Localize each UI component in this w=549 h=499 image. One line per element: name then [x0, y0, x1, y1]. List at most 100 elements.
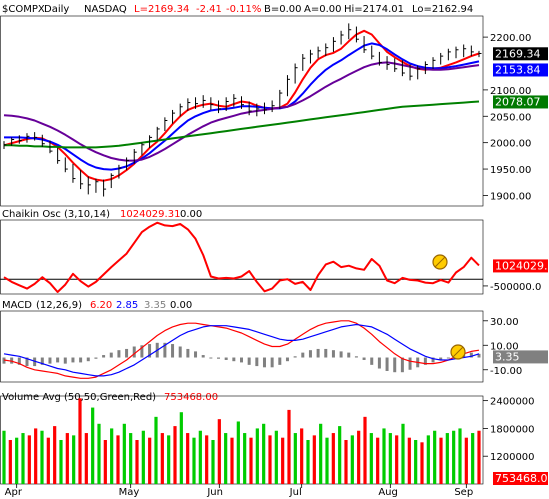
volume-bar-22	[141, 430, 145, 484]
volume-bar-68	[433, 430, 437, 484]
volume-bar-39	[249, 437, 253, 484]
macd-hist-bar-50	[385, 357, 389, 371]
volume-bar-28	[179, 412, 183, 484]
volume-bar-11	[72, 435, 76, 484]
volume-bar-57	[363, 416, 367, 484]
volume-bar-58	[369, 433, 373, 484]
price-header: $COMPX Daily NASDAQ L=2169.34 -2.41 -0.1…	[2, 4, 473, 15]
chaikin-header: Chaikin Osc (3,10,14) 1024029.31 0.00	[2, 209, 202, 220]
macd-hist-bar-6	[48, 357, 52, 364]
macd-hist-bar-28	[217, 357, 221, 359]
macd-hist-bar-48	[370, 357, 374, 365]
macd-hist-bar-3	[25, 357, 29, 367]
volume-bar-75	[477, 430, 481, 484]
volume-bar-19	[122, 423, 126, 484]
volume-header: Volume Avg (50,50,Green,Red) 753468.00	[2, 392, 218, 403]
volume-bar-53	[338, 426, 342, 484]
volume-bar-29	[186, 433, 190, 484]
volume-bar-27	[173, 426, 177, 484]
macd-hist-bar-52	[400, 357, 404, 373]
chaikin-extra: 0.00	[180, 209, 202, 220]
volume-bar-55	[350, 435, 354, 484]
x-label-aug: Aug	[378, 487, 398, 498]
price-panel-frame	[0, 15, 484, 207]
price-period: Daily	[44, 4, 69, 15]
x-label-apr: Apr	[5, 487, 23, 498]
volume-bar-71	[452, 430, 456, 484]
volume-bar-17	[110, 428, 114, 484]
macd-hist-bar-33	[255, 357, 259, 367]
macd-hist-bar-34	[262, 357, 266, 368]
chaikin-panel-frame	[0, 219, 484, 295]
macd-hist-bar-49	[377, 357, 381, 369]
volume-bar-73	[464, 437, 468, 484]
chaikin-crossover-marker	[432, 254, 448, 270]
macd-hist-bar-47	[362, 357, 366, 360]
macd-hist-bar-61	[469, 352, 473, 358]
volume-bar-4	[27, 435, 31, 484]
volume-bar-5	[34, 428, 38, 484]
macd-hist-bar-27	[209, 357, 213, 359]
chaikin-tick-label-0: -500000.0	[490, 282, 541, 293]
price-tick-label-0: 2200.00	[490, 33, 531, 44]
chaikin-series-0	[3, 221, 480, 293]
macd-hist-bar-39	[301, 352, 305, 358]
volume-bar-51	[325, 437, 329, 484]
volume-bar-12	[78, 398, 82, 484]
volume-bar-64	[407, 437, 411, 484]
volume-bar-21	[135, 440, 139, 484]
volume-bar-26	[167, 435, 171, 484]
macd-hist-bar-24	[186, 348, 190, 358]
price-change: -2.41	[196, 4, 222, 15]
macd-hist-bar-13	[102, 355, 106, 358]
price-a: A=0.00	[304, 4, 342, 15]
macd-hist-bar-9	[71, 357, 75, 363]
price-change-pct: -0.11%	[226, 4, 261, 15]
volume-bar-60	[382, 428, 386, 484]
volume-value: 753468.00	[164, 392, 218, 403]
volume-bar-15	[97, 423, 101, 484]
volume-bar-50	[319, 423, 323, 484]
price-series-2	[3, 61, 480, 162]
macd-hist-bar-38	[293, 356, 297, 358]
volume-bar-63	[401, 423, 405, 484]
macd-panel-frame	[0, 310, 484, 383]
macd-tick-label-1: 10.00	[490, 341, 519, 352]
macd-hist-bar-18	[140, 345, 144, 358]
volume-bar-65	[414, 440, 418, 484]
macd-hist-bar-43	[331, 350, 335, 358]
macd-hist-bar-30	[232, 357, 236, 362]
volume-bar-46	[293, 433, 297, 484]
volume-bar-44	[281, 437, 285, 484]
volume-params: (50,50,Green,Red)	[64, 392, 156, 403]
chaikin-value: 1024029.31	[120, 209, 180, 220]
volume-bar-74	[471, 433, 475, 484]
volume-bar-10	[65, 433, 69, 484]
macd-hist-bar-55	[423, 357, 427, 365]
volume-bar-42	[268, 435, 272, 484]
price-tick-label-1: 2100.00	[490, 86, 531, 97]
macd-hist-bar-25	[194, 351, 198, 358]
volume-bar-18	[116, 435, 120, 484]
macd-hist-bar-45	[347, 352, 351, 358]
volume-bar-72	[458, 428, 462, 484]
price-tick-label-5: 1900.00	[490, 191, 531, 202]
volume-bar-3	[21, 433, 25, 484]
macd-signal-value: 2.85	[116, 300, 138, 311]
volume-bar-33	[211, 440, 215, 484]
volume-bar-0	[2, 430, 6, 484]
macd-hist-bar-31	[240, 357, 243, 363]
chaikin-params: (3,10,14)	[64, 209, 110, 220]
macd-hist-bar-1	[10, 357, 14, 364]
macd-badge-bg	[493, 350, 548, 364]
volume-bar-13	[84, 433, 88, 484]
macd-badge: 3.35	[493, 350, 548, 364]
volume-bar-48	[306, 440, 310, 484]
volume-bar-37	[236, 421, 240, 484]
volume-name: Volume Avg	[2, 392, 61, 403]
volume-bar-16	[103, 440, 107, 484]
volume-bar-30	[192, 437, 196, 484]
macd-hist-bar-51	[393, 357, 397, 373]
price-badge-2-bg	[493, 95, 548, 109]
macd-badge-label: 3.35	[495, 350, 520, 363]
